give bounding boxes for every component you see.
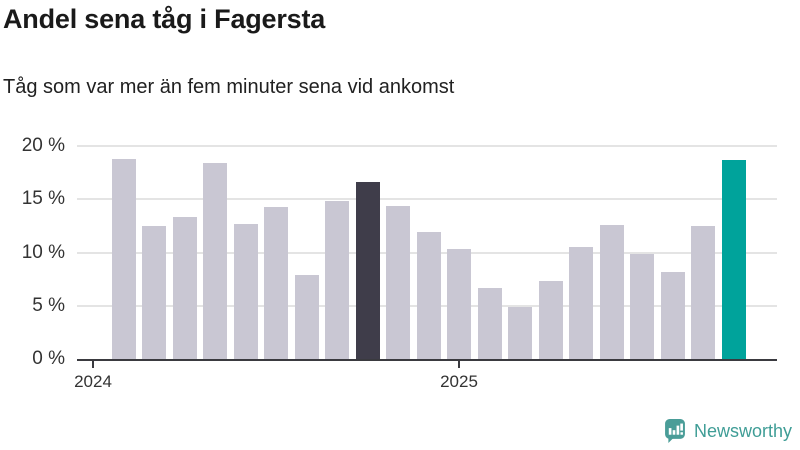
bar-month-9 — [355, 182, 380, 359]
bar-month-10 — [386, 205, 410, 359]
brand-footer: Newsworthy — [665, 419, 792, 443]
y-axis-label-10: 10 % — [21, 241, 65, 263]
bar-month-5 — [233, 223, 258, 359]
bar-month-7 — [294, 274, 319, 359]
bar-month-14 — [508, 306, 532, 359]
gridline-15 — [77, 198, 777, 201]
bar-month-13 — [477, 287, 502, 359]
bar-month-16 — [569, 247, 593, 359]
newsworthy-brand-text: Newsworthy — [693, 420, 792, 441]
bar-month-12 — [447, 249, 471, 359]
y-axis-label-20: 20 % — [21, 135, 65, 156]
gridline-20 — [77, 145, 777, 147]
bar-month-21 — [721, 159, 746, 359]
bar-month-4 — [203, 163, 227, 359]
bar-month-8 — [325, 201, 349, 359]
chart-subtitle: Tåg som var mer än fem minuter sena vid … — [3, 76, 455, 98]
bar-month-2 — [142, 225, 166, 359]
bar-month-11 — [416, 232, 441, 359]
x-axis-tick-2024 — [92, 361, 94, 368]
bar-month-15 — [538, 281, 563, 359]
y-axis-label-0: 0 % — [32, 348, 65, 369]
newsworthy-logo-icon — [665, 419, 685, 443]
bar-month-17 — [599, 224, 624, 359]
bar-month-18 — [630, 253, 654, 359]
bar-month-6 — [264, 206, 288, 359]
bar-month-1 — [111, 158, 136, 359]
y-axis-label-5: 5 % — [32, 294, 65, 316]
y-axis-label-15: 15 % — [21, 188, 65, 210]
plot-area: 0 % 5 % 10 % 15 % 20 % 2024 2025 — [22, 135, 777, 391]
bar-month-19 — [660, 271, 685, 359]
chart-title: Andel sena tåg i Fagersta — [3, 4, 326, 34]
bar-month-20 — [691, 225, 715, 359]
x-axis-tick-2025 — [458, 361, 460, 368]
x-axis-label-2025: 2025 — [440, 372, 478, 391]
x-axis-label-2024: 2024 — [74, 372, 112, 391]
bar-month-3 — [172, 217, 197, 359]
